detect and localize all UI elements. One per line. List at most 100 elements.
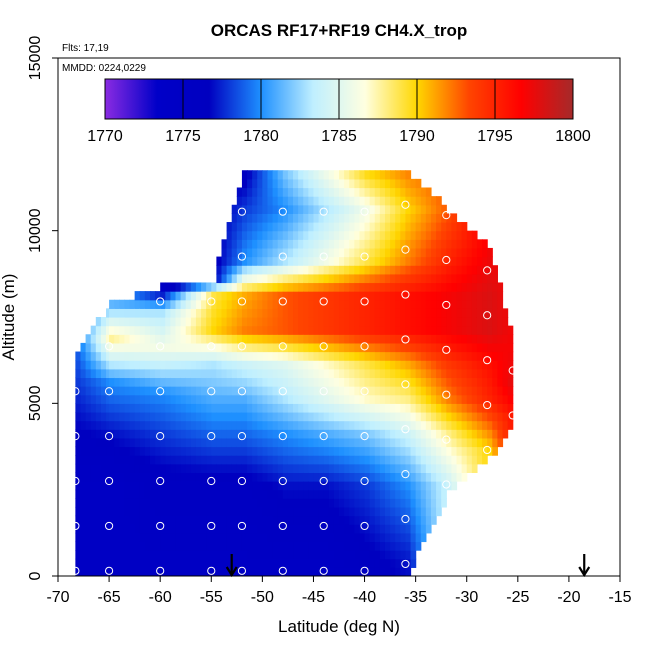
heatmap-cell — [95, 394, 102, 404]
heatmap-cell — [430, 403, 437, 413]
heatmap-cell — [430, 481, 437, 491]
heatmap-cell — [129, 386, 136, 396]
heatmap-cell — [303, 515, 309, 525]
heatmap-cell — [471, 437, 478, 448]
heatmap-cell — [272, 178, 279, 189]
heatmap-cell — [354, 360, 361, 370]
heatmap-cell — [323, 377, 330, 387]
heatmap-cell — [405, 368, 412, 379]
heatmap-cell — [190, 377, 197, 387]
heatmap-cell — [308, 222, 315, 232]
heatmap-cell — [180, 377, 187, 387]
heatmap-cell — [384, 394, 391, 404]
heatmap-cell — [400, 187, 407, 197]
heatmap-cell — [369, 170, 376, 180]
heatmap-cell — [109, 567, 115, 576]
heatmap-cell — [384, 196, 391, 206]
heatmap-cell — [451, 282, 458, 292]
heatmap-cell — [85, 394, 92, 404]
heatmap-cell — [155, 411, 161, 422]
heatmap-cell — [287, 256, 294, 266]
heatmap-cell — [384, 351, 391, 361]
heatmap-cell — [456, 342, 463, 353]
heatmap-cell — [420, 360, 427, 370]
heatmap-cell — [344, 265, 350, 275]
heatmap-cell — [95, 411, 102, 422]
heatmap-cell — [374, 472, 381, 482]
heatmap-cell — [185, 567, 192, 576]
heatmap-cell — [303, 472, 309, 482]
heatmap-cell — [471, 351, 478, 361]
heatmap-cell — [267, 222, 274, 232]
heatmap-cell — [129, 325, 136, 335]
x-tick-label: -60 — [149, 589, 172, 606]
heatmap-cell — [119, 498, 126, 508]
heatmap-cell — [359, 498, 366, 508]
heatmap-cell — [400, 265, 407, 275]
heatmap-cell — [374, 317, 381, 327]
heatmap-cell — [318, 455, 325, 465]
heatmap-cell — [482, 273, 488, 284]
heatmap-cell — [129, 455, 136, 465]
heatmap-cell — [257, 524, 263, 534]
heatmap-cell — [349, 291, 355, 301]
heatmap-cell — [374, 558, 381, 568]
heatmap-cell — [282, 481, 289, 491]
heatmap-cell — [190, 282, 197, 292]
heatmap-cell — [267, 472, 274, 482]
heatmap-cell — [318, 506, 325, 517]
heatmap-cell — [492, 342, 498, 353]
heatmap-cell — [333, 334, 340, 344]
heatmap-cell — [160, 455, 166, 465]
heatmap-cell — [114, 325, 120, 335]
heatmap-cell — [216, 291, 223, 301]
heatmap-cell — [211, 437, 217, 448]
heatmap-cell — [492, 334, 498, 344]
heatmap-cell — [374, 178, 381, 189]
heatmap-cell — [160, 291, 166, 301]
heatmap-cell — [384, 222, 391, 232]
heatmap-cell — [390, 178, 396, 189]
heatmap-cell — [441, 342, 447, 353]
heatmap-cell — [144, 377, 151, 387]
heatmap-cell — [180, 282, 187, 292]
sample-marker — [104, 432, 114, 441]
heatmap-cell — [303, 498, 309, 508]
heatmap-cell — [252, 558, 258, 568]
heatmap-cell — [206, 446, 212, 456]
heatmap-cell — [390, 515, 396, 525]
heatmap-cell — [106, 308, 112, 318]
heatmap-cell — [379, 515, 386, 525]
heatmap-cell — [384, 230, 391, 240]
heatmap-cell — [487, 273, 493, 284]
sample-marker — [360, 342, 369, 351]
heatmap-cell — [354, 368, 361, 379]
heatmap-cell — [395, 403, 401, 413]
heatmap-cell — [155, 455, 161, 465]
heatmap-cell — [206, 558, 212, 568]
heatmap-cell — [415, 222, 422, 232]
heatmap-cell — [349, 360, 355, 370]
heatmap-cell — [252, 256, 258, 266]
heatmap-cell — [359, 308, 366, 318]
heatmap-cell — [374, 222, 381, 232]
heatmap-cell — [293, 308, 299, 318]
heatmap-cell — [379, 446, 386, 456]
heatmap-cell — [75, 541, 82, 551]
heatmap-cell — [308, 351, 315, 361]
heatmap-cell — [328, 429, 335, 439]
heatmap-cell — [129, 515, 136, 525]
heatmap-cell — [339, 239, 345, 249]
heatmap-cell — [333, 342, 340, 353]
heatmap-cell — [165, 403, 171, 413]
heatmap-cell — [384, 247, 391, 258]
heatmap-cell — [333, 472, 340, 482]
heatmap-cell — [339, 515, 345, 525]
heatmap-cell — [451, 437, 458, 448]
heatmap-cell — [471, 317, 478, 327]
heatmap-cell — [170, 524, 177, 534]
heatmap-cell — [436, 196, 442, 206]
heatmap-cell — [369, 506, 376, 517]
heatmap-cell — [400, 204, 407, 214]
heatmap-cell — [359, 455, 366, 465]
